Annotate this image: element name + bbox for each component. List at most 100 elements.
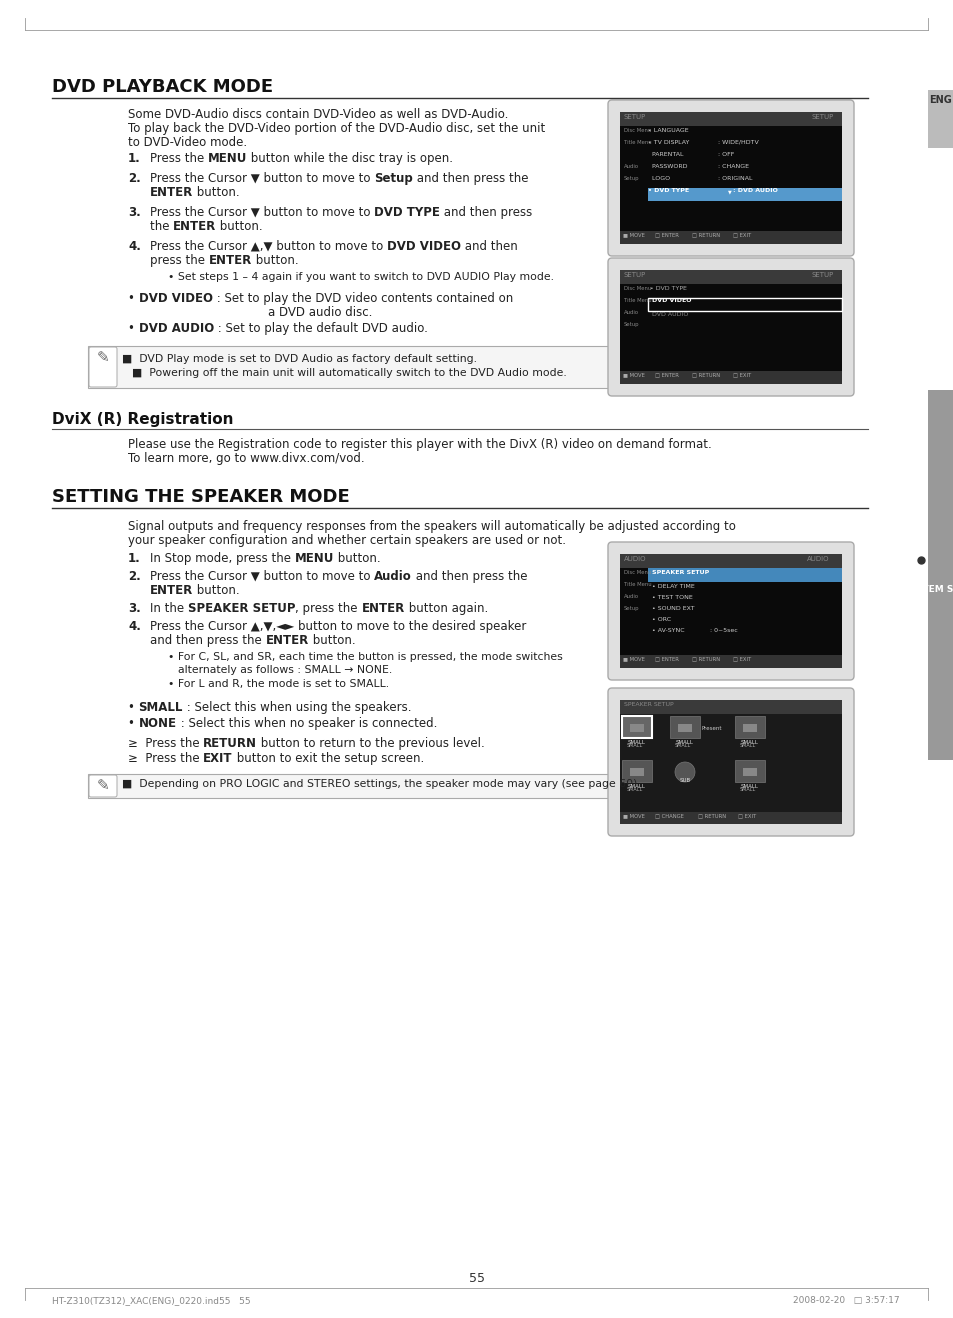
Text: alternately as follows : SMALL → NONE.: alternately as follows : SMALL → NONE. — [178, 666, 392, 675]
Text: Audio: Audio — [623, 310, 639, 315]
Text: • LANGUAGE: • LANGUAGE — [647, 128, 688, 133]
Text: SMALL: SMALL — [138, 701, 183, 714]
Text: Some DVD-Audio discs contain DVD-Video as well as DVD-Audio.: Some DVD-Audio discs contain DVD-Video a… — [128, 108, 508, 121]
Text: □ EXIT: □ EXIT — [738, 813, 756, 818]
Bar — [927, 390, 953, 760]
Bar — [619, 270, 841, 283]
Text: Please use the Registration code to register this player with the DivX (R) video: Please use the Registration code to regi… — [128, 438, 711, 451]
Text: button.: button. — [334, 552, 380, 565]
Text: • For C, SL, and SR, each time the button is pressed, the mode switches: • For C, SL, and SR, each time the butto… — [168, 652, 562, 662]
Bar — [742, 768, 757, 776]
Text: a DVD audio disc.: a DVD audio disc. — [268, 306, 372, 319]
Text: : DVD AUDIO: : DVD AUDIO — [732, 188, 777, 192]
Text: ✎: ✎ — [96, 778, 110, 793]
Text: • TEST TONE: • TEST TONE — [651, 594, 692, 600]
Text: ■ MOVE: ■ MOVE — [622, 813, 644, 818]
Text: LOGO: LOGO — [647, 177, 669, 181]
Text: Setup: Setup — [623, 606, 639, 612]
Text: Press the Cursor ▼ button to move to: Press the Cursor ▼ button to move to — [150, 173, 374, 185]
FancyBboxPatch shape — [607, 688, 853, 836]
Bar — [678, 724, 691, 731]
Text: Present: Present — [701, 726, 721, 731]
Text: button to exit the setup screen.: button to exit the setup screen. — [233, 753, 424, 764]
Text: ≥  Press the: ≥ Press the — [128, 737, 203, 750]
Text: ENTER: ENTER — [265, 634, 309, 647]
Bar — [669, 716, 700, 738]
Text: SUB: SUB — [679, 778, 690, 783]
Text: EXIT: EXIT — [203, 753, 233, 764]
Text: SETUP: SETUP — [623, 113, 645, 120]
Text: To learn more, go to www.divx.com/vod.: To learn more, go to www.divx.com/vod. — [128, 452, 364, 465]
Text: SPEAKER SETUP: SPEAKER SETUP — [651, 569, 708, 575]
FancyBboxPatch shape — [607, 258, 853, 395]
Text: PARENTAL: PARENTAL — [647, 152, 682, 157]
Text: • DVD TYPE: • DVD TYPE — [647, 188, 688, 192]
Text: • AV-SYNC: • AV-SYNC — [651, 627, 684, 633]
Text: : CHANGE: : CHANGE — [718, 163, 748, 169]
Text: • Set steps 1 – 4 again if you want to switch to DVD AUDIO Play mode.: • Set steps 1 – 4 again if you want to s… — [168, 272, 554, 282]
FancyBboxPatch shape — [89, 347, 117, 387]
Text: : Select this when no speaker is connected.: : Select this when no speaker is connect… — [176, 717, 436, 730]
Text: □ ENTER: □ ENTER — [655, 372, 679, 377]
Text: □ EXIT: □ EXIT — [732, 656, 750, 662]
Text: •: • — [128, 701, 138, 714]
Text: DviX (R) Registration: DviX (R) Registration — [52, 413, 233, 427]
Text: SYSTEM SETUP: SYSTEM SETUP — [902, 585, 953, 594]
Text: button while the disc tray is open.: button while the disc tray is open. — [247, 152, 453, 165]
Text: SMALL: SMALL — [740, 739, 759, 745]
Bar — [619, 812, 841, 824]
Text: ≥  Press the: ≥ Press the — [128, 753, 203, 764]
Text: ENG: ENG — [928, 95, 951, 105]
Text: •: • — [128, 293, 138, 304]
Text: Audio: Audio — [623, 163, 639, 169]
Text: button.: button. — [309, 634, 355, 647]
Text: to DVD-Video mode.: to DVD-Video mode. — [128, 136, 247, 149]
Text: Press the Cursor ▲,▼ button to move to: Press the Cursor ▲,▼ button to move to — [150, 240, 387, 253]
Circle shape — [675, 762, 695, 782]
Text: ENTER: ENTER — [150, 186, 193, 199]
Text: Disc Menu: Disc Menu — [623, 286, 651, 291]
Text: Press the Cursor ▼ button to move to: Press the Cursor ▼ button to move to — [150, 206, 374, 219]
Text: : Select this when using the speakers.: : Select this when using the speakers. — [183, 701, 411, 714]
Text: : OFF: : OFF — [718, 152, 734, 157]
Text: □ RETURN: □ RETURN — [691, 372, 720, 377]
Bar — [619, 112, 841, 127]
Text: To play back the DVD-Video portion of the DVD-Audio disc, set the unit: To play back the DVD-Video portion of th… — [128, 123, 545, 134]
Bar — [647, 298, 841, 311]
Text: ENTER: ENTER — [150, 584, 193, 597]
Text: ✎: ✎ — [96, 351, 110, 365]
Text: 4.: 4. — [128, 619, 141, 633]
Bar — [647, 568, 841, 583]
Text: •: • — [128, 322, 138, 335]
Text: 55: 55 — [469, 1272, 484, 1285]
Text: HT-Z310(TZ312)_XAC(ENG)_0220.ind55   55: HT-Z310(TZ312)_XAC(ENG)_0220.ind55 55 — [52, 1296, 251, 1305]
Text: NONE: NONE — [138, 717, 176, 730]
Text: : 0~5sec: : 0~5sec — [709, 627, 737, 633]
Text: Audio: Audio — [374, 569, 412, 583]
Bar — [619, 270, 841, 384]
Text: 3.: 3. — [128, 206, 141, 219]
Text: SPEAKER SETUP: SPEAKER SETUP — [188, 602, 295, 616]
Text: 4.: 4. — [128, 240, 141, 253]
Text: Title Menu: Title Menu — [623, 298, 651, 303]
Text: PASSWORD: PASSWORD — [647, 163, 687, 169]
Text: Audio: Audio — [623, 594, 639, 598]
Text: 1.: 1. — [128, 552, 141, 565]
Text: ■  DVD Play mode is set to DVD Audio as factory default setting.: ■ DVD Play mode is set to DVD Audio as f… — [122, 355, 476, 364]
Text: □ EXIT: □ EXIT — [732, 232, 750, 237]
Text: ■  Depending on PRO LOGIC and STEREO settings, the speaker mode may vary (see pa: ■ Depending on PRO LOGIC and STEREO sett… — [122, 779, 640, 789]
Text: button to return to the previous level.: button to return to the previous level. — [257, 737, 485, 750]
Text: Signal outputs and frequency responses from the speakers will automatically be a: Signal outputs and frequency responses f… — [128, 521, 735, 532]
Text: Setup: Setup — [374, 173, 413, 185]
Text: • DVD TYPE: • DVD TYPE — [649, 286, 686, 291]
Text: SMALL: SMALL — [626, 743, 642, 749]
Bar — [619, 700, 841, 714]
Text: • ORC: • ORC — [651, 617, 670, 622]
Text: and then press the: and then press the — [413, 173, 528, 185]
Text: SETTING THE SPEAKER MODE: SETTING THE SPEAKER MODE — [52, 488, 350, 506]
Text: □ RETURN: □ RETURN — [691, 656, 720, 662]
Bar — [619, 655, 841, 668]
Text: • SOUND EXT: • SOUND EXT — [651, 606, 694, 612]
Text: : Set to play the DVD video contents contained on: : Set to play the DVD video contents con… — [213, 293, 513, 304]
Bar — [88, 774, 787, 797]
